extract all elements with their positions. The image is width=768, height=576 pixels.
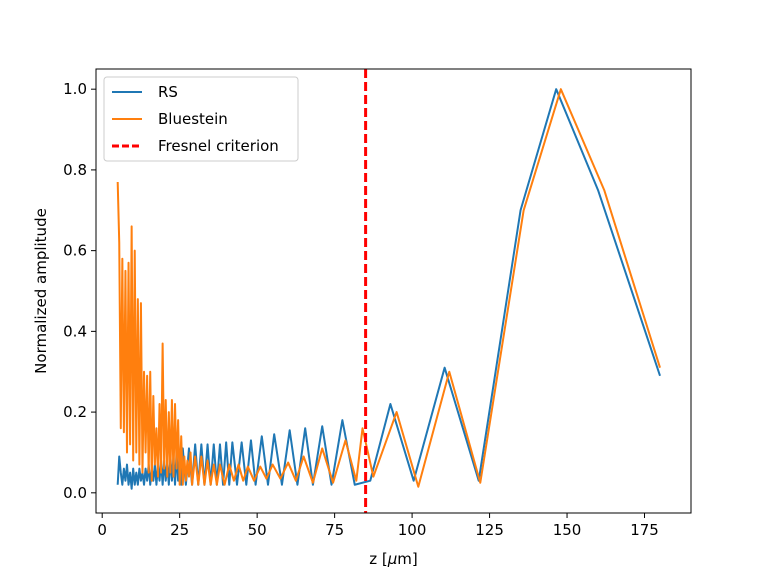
legend-label: RS bbox=[158, 83, 178, 101]
x-axis-label-prefix: z [ bbox=[369, 550, 388, 568]
x-tick-label: 25 bbox=[170, 521, 189, 539]
x-tick-label: 50 bbox=[248, 521, 267, 539]
y-tick-label: 0.2 bbox=[63, 403, 87, 421]
series-line-rs bbox=[116, 88, 661, 490]
y-tick-label: 0.6 bbox=[63, 242, 87, 260]
y-tick-label: 0.8 bbox=[63, 161, 87, 179]
legend-label: Fresnel criterion bbox=[158, 137, 279, 155]
x-axis-label-unit: μ bbox=[387, 550, 398, 568]
y-tick-label: 0.0 bbox=[63, 484, 87, 502]
x-tick-label: 125 bbox=[475, 521, 504, 539]
y-axis-label: Normalized amplitude bbox=[32, 208, 50, 374]
series-layer bbox=[116, 69, 661, 513]
y-tick-label: 0.4 bbox=[63, 322, 87, 340]
x-tick-label: 0 bbox=[97, 521, 107, 539]
legend-box bbox=[103, 76, 299, 162]
axes-frame bbox=[95, 68, 692, 514]
ticks-layer: 0 25 50 75 100 125 150 175 0.0 0.2 0.4 0.6 0.8 1.0 bbox=[63, 80, 659, 539]
x-tick-label: 175 bbox=[630, 521, 659, 539]
x-tick-label: 100 bbox=[398, 521, 427, 539]
series-line-bluestein bbox=[116, 88, 661, 488]
legend-label: Bluestein bbox=[158, 110, 228, 128]
y-tick-label: 1.0 bbox=[63, 80, 87, 98]
x-axis-label-suffix: m] bbox=[397, 550, 417, 568]
x-axis-label: z [μm] bbox=[369, 550, 418, 568]
legend: RS Bluestein Fresnel criterion bbox=[103, 76, 299, 162]
x-tick-label: 75 bbox=[325, 521, 344, 539]
x-tick-label: 150 bbox=[553, 521, 582, 539]
